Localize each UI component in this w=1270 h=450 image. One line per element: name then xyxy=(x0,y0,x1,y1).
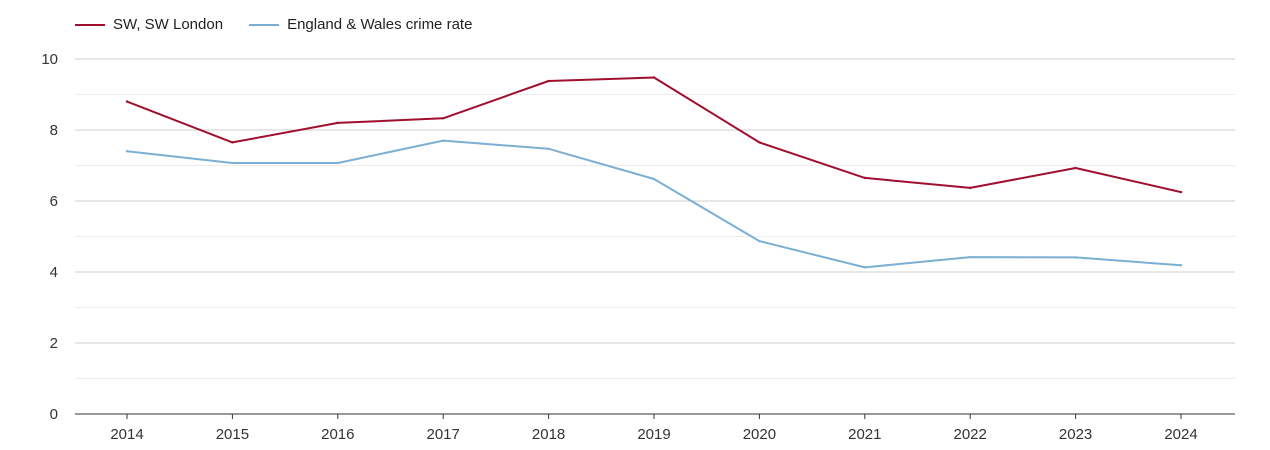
x-tick-label: 2018 xyxy=(532,426,565,443)
series-line-england-wales xyxy=(126,139,1182,269)
data-point-sw-london xyxy=(442,117,445,120)
data-point-sw-london xyxy=(652,76,656,79)
data-point-sw-london xyxy=(231,141,234,144)
data-point-sw-london xyxy=(125,100,129,103)
x-tick-label: 2024 xyxy=(1164,426,1197,443)
x-tick-label: 2020 xyxy=(743,426,776,443)
data-point-england-wales xyxy=(125,150,129,153)
y-tick-label: 0 xyxy=(50,406,58,423)
data-point-england-wales xyxy=(652,177,656,181)
legend-swatch-england-wales xyxy=(249,23,280,26)
data-point-sw-london xyxy=(969,186,972,190)
data-point-sw-london xyxy=(863,176,866,180)
data-point-sw-london xyxy=(547,79,550,83)
data-point-england-wales xyxy=(336,161,339,165)
y-tick-label: 8 xyxy=(50,122,58,139)
x-tick-label: 2016 xyxy=(321,426,354,443)
legend: SW, SW London England & Wales crime rate xyxy=(75,16,498,33)
data-point-sw-london xyxy=(1179,190,1183,194)
data-point-england-wales xyxy=(547,147,550,151)
data-point-sw-london xyxy=(336,121,339,125)
legend-label-sw-london: SW, SW London xyxy=(113,16,224,33)
data-point-england-wales xyxy=(1074,256,1077,259)
x-tick-label: 2022 xyxy=(954,426,987,443)
data-point-england-wales xyxy=(758,239,761,243)
x-tick-label: 2015 xyxy=(216,426,249,443)
y-tick-label: 4 xyxy=(50,264,58,281)
data-point-sw-london xyxy=(1074,166,1077,170)
legend-item-england-wales[interactable]: England & Wales crime rate xyxy=(249,16,472,33)
x-tick-label: 2014 xyxy=(110,426,143,443)
data-point-sw-london xyxy=(758,141,761,144)
x-tick-label: 2023 xyxy=(1059,426,1092,443)
x-tick-label: 2019 xyxy=(637,426,670,443)
y-tick-label: 2 xyxy=(50,335,58,352)
legend-item-sw-london[interactable]: SW, SW London xyxy=(75,16,223,33)
data-point-england-wales xyxy=(231,161,234,165)
y-tick-label: 6 xyxy=(50,193,58,210)
x-tick-label: 2021 xyxy=(848,426,881,443)
data-point-england-wales xyxy=(1179,264,1183,267)
y-tick-label: 10 xyxy=(41,51,58,68)
data-point-england-wales xyxy=(969,255,972,259)
legend-label-england-wales: England & Wales crime rate xyxy=(287,16,473,33)
data-point-england-wales xyxy=(442,139,445,142)
x-tick-label: 2017 xyxy=(427,426,460,443)
data-point-england-wales xyxy=(863,266,866,269)
legend-swatch-sw-london xyxy=(75,23,105,26)
